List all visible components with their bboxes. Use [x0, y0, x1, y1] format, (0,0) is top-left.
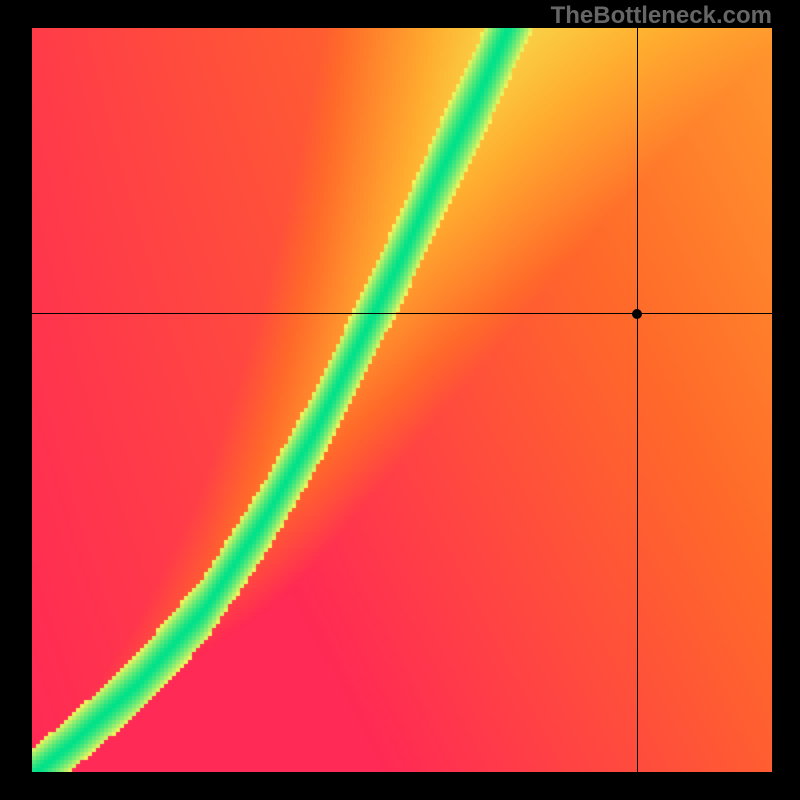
chart-container: TheBottleneck.com	[0, 0, 800, 800]
watermark-text: TheBottleneck.com	[551, 2, 772, 30]
bottleneck-heatmap	[32, 28, 772, 772]
crosshair-horizontal	[32, 313, 772, 314]
crosshair-vertical	[637, 28, 638, 772]
crosshair-marker	[632, 309, 642, 319]
